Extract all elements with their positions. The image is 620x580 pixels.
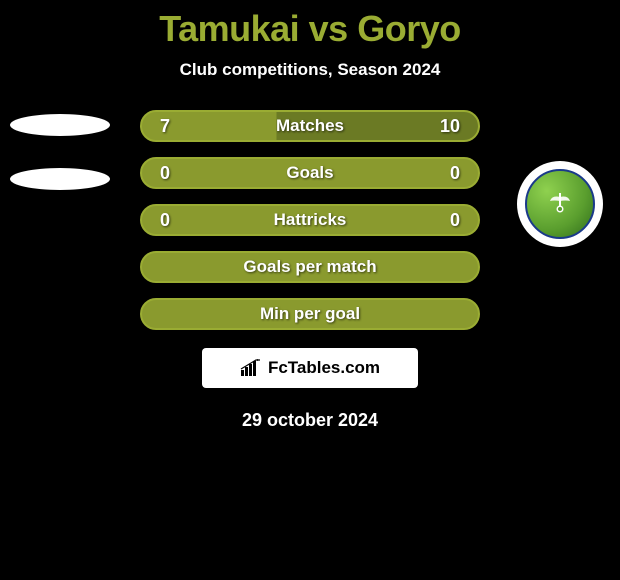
placeholder-ellipse <box>10 168 110 190</box>
club-badge-inner <box>525 169 595 239</box>
club-badge <box>517 161 603 247</box>
stat-label: Goals per match <box>243 257 376 277</box>
team-logo-right <box>510 162 610 246</box>
stat-right-value: 0 <box>436 163 460 184</box>
stat-label: Goals <box>286 163 333 183</box>
comparison-card: Tamukai vs Goryo Club competitions, Seas… <box>0 0 620 431</box>
page-title: Tamukai vs Goryo <box>0 8 620 50</box>
page-subtitle: Club competitions, Season 2024 <box>0 60 620 80</box>
stat-row-goals: 0 Goals 0 <box>140 157 480 189</box>
wings-icon <box>546 189 574 217</box>
stat-right-value: 0 <box>436 210 460 231</box>
stat-left-value: 7 <box>160 116 184 137</box>
stat-rows: 7 Matches 10 0 Goals 0 0 Hattricks 0 Goa… <box>140 110 480 330</box>
team-logo-left <box>10 110 110 194</box>
brand-text: FcTables.com <box>268 358 380 378</box>
stat-left-value: 0 <box>160 210 184 231</box>
date-label: 29 october 2024 <box>0 410 620 431</box>
stat-label: Min per goal <box>260 304 360 324</box>
stat-row-goals-per-match: Goals per match <box>140 251 480 283</box>
stats-area: 7 Matches 10 0 Goals 0 0 Hattricks 0 Goa… <box>0 110 620 330</box>
placeholder-ellipse <box>10 114 110 136</box>
stat-label: Hattricks <box>274 210 347 230</box>
stat-left-value: 0 <box>160 163 184 184</box>
stat-right-value: 10 <box>436 116 460 137</box>
stat-row-matches: 7 Matches 10 <box>140 110 480 142</box>
bar-chart-icon <box>240 359 262 377</box>
stat-row-min-per-goal: Min per goal <box>140 298 480 330</box>
stat-row-hattricks: 0 Hattricks 0 <box>140 204 480 236</box>
stat-label: Matches <box>276 116 344 136</box>
brand-badge[interactable]: FcTables.com <box>202 348 418 388</box>
